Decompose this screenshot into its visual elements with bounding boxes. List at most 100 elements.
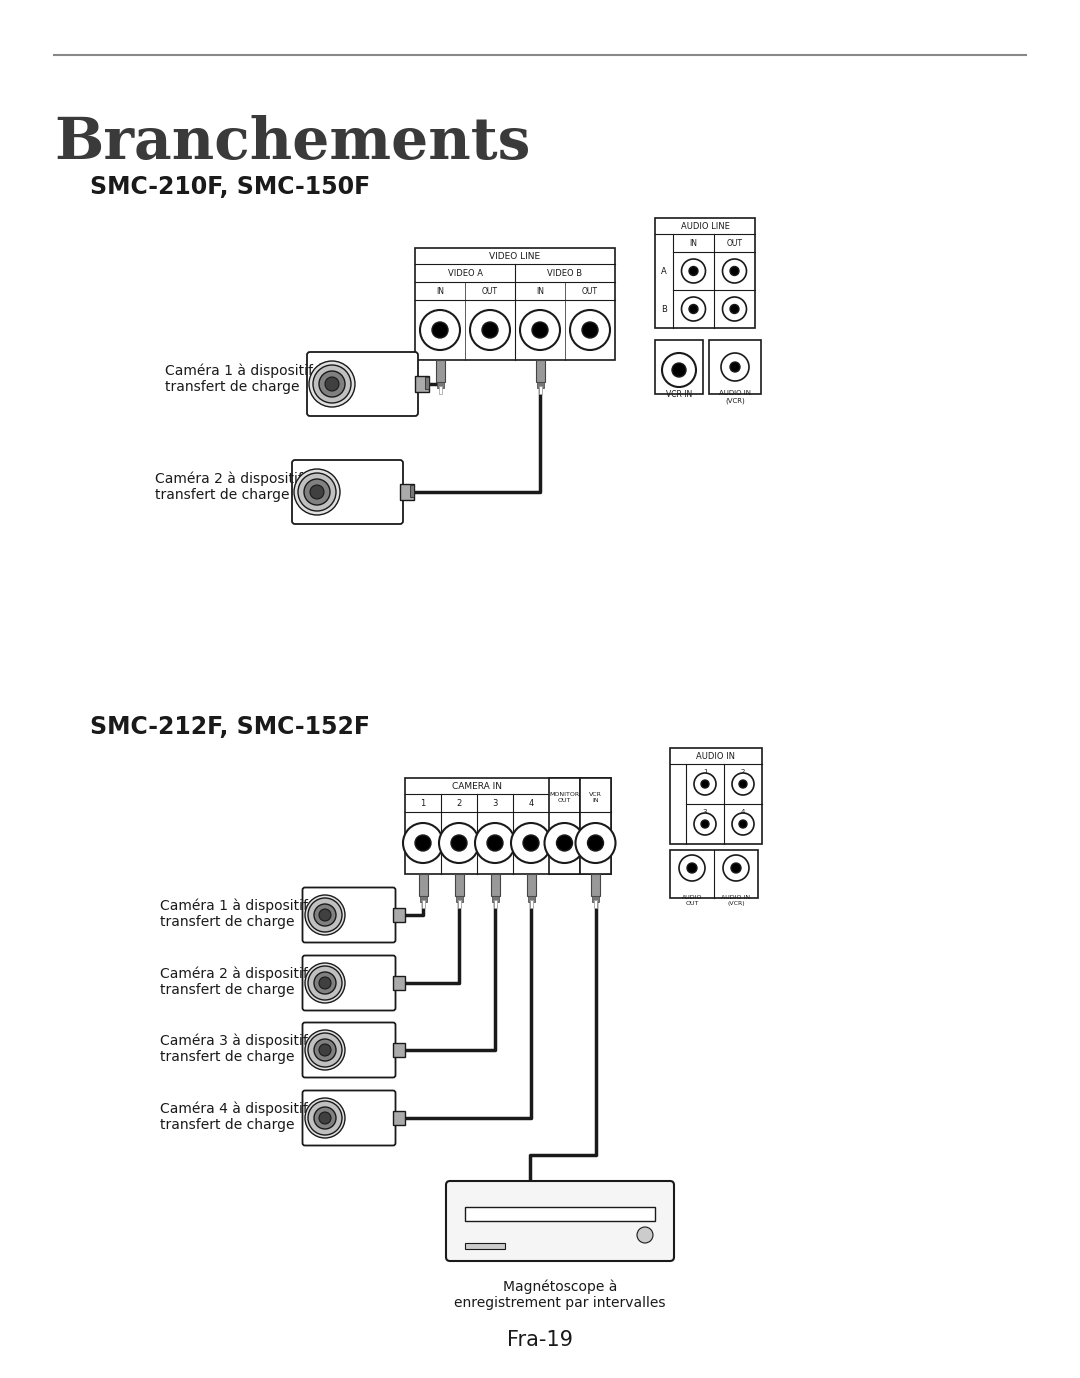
Bar — [527, 874, 536, 896]
Bar — [494, 900, 497, 908]
Circle shape — [305, 963, 345, 1003]
Text: Fra-19: Fra-19 — [507, 1330, 573, 1350]
Bar — [539, 386, 541, 394]
Circle shape — [723, 854, 750, 881]
Circle shape — [313, 365, 351, 402]
Bar — [465, 1207, 654, 1221]
Text: A: A — [661, 266, 666, 276]
FancyBboxPatch shape — [302, 955, 395, 1010]
Circle shape — [672, 362, 686, 378]
Circle shape — [314, 1039, 336, 1061]
Circle shape — [689, 305, 698, 314]
Bar — [654, 340, 703, 394]
Circle shape — [403, 823, 443, 863]
Circle shape — [731, 863, 741, 874]
Circle shape — [308, 898, 342, 932]
Bar — [491, 896, 499, 903]
Circle shape — [739, 820, 747, 828]
Bar — [405, 779, 611, 874]
Circle shape — [432, 322, 448, 338]
Text: Caméra 1 à dispositif à
transfert de charge: Caméra 1 à dispositif à transfert de cha… — [160, 898, 321, 929]
Bar — [490, 874, 499, 896]
Bar — [393, 976, 405, 989]
Circle shape — [689, 266, 698, 276]
Bar — [426, 378, 429, 389]
Bar — [529, 900, 532, 908]
Circle shape — [576, 823, 616, 863]
Text: IN: IN — [536, 287, 544, 295]
Text: 3: 3 — [492, 798, 498, 808]
Circle shape — [582, 322, 598, 338]
Text: AUDIO LINE: AUDIO LINE — [680, 222, 729, 230]
FancyBboxPatch shape — [446, 1181, 674, 1261]
Bar — [419, 896, 427, 903]
Circle shape — [305, 1098, 345, 1138]
Circle shape — [723, 259, 746, 282]
Circle shape — [637, 1226, 653, 1243]
Circle shape — [694, 773, 716, 795]
Text: OUT: OUT — [727, 238, 743, 248]
Text: IN: IN — [689, 238, 698, 248]
FancyBboxPatch shape — [307, 351, 418, 416]
Text: SMC-210F, SMC-150F: SMC-210F, SMC-150F — [90, 175, 370, 198]
Text: Magnétoscope à
enregistrement par intervalles: Magnétoscope à enregistrement par interv… — [455, 1279, 665, 1309]
Circle shape — [739, 780, 747, 788]
Bar — [654, 218, 755, 328]
Circle shape — [314, 971, 336, 994]
Circle shape — [314, 904, 336, 926]
Bar — [549, 779, 580, 874]
Bar — [421, 900, 424, 908]
Circle shape — [730, 305, 739, 314]
Circle shape — [570, 310, 610, 350]
Bar — [415, 248, 615, 360]
Text: OUT: OUT — [482, 287, 498, 295]
Bar — [591, 874, 600, 896]
FancyBboxPatch shape — [292, 460, 403, 524]
Text: 3: 3 — [703, 809, 707, 814]
Text: VIDEO LINE: VIDEO LINE — [489, 252, 541, 260]
Bar — [592, 896, 599, 903]
Circle shape — [544, 823, 584, 863]
Text: OUT: OUT — [582, 287, 598, 295]
Circle shape — [309, 361, 355, 407]
Bar — [415, 376, 429, 391]
Circle shape — [487, 835, 503, 852]
Circle shape — [308, 1034, 342, 1067]
Circle shape — [701, 780, 708, 788]
Text: 4: 4 — [741, 809, 745, 814]
Circle shape — [308, 1101, 342, 1135]
Circle shape — [519, 310, 561, 350]
Text: Branchements: Branchements — [54, 114, 530, 171]
Circle shape — [319, 977, 330, 989]
Text: AUDIO
OUT: AUDIO OUT — [681, 894, 702, 905]
Text: VCR IN: VCR IN — [666, 390, 692, 400]
Bar — [400, 484, 414, 500]
Circle shape — [532, 322, 548, 338]
Bar — [435, 360, 445, 382]
Text: Caméra 2 à dispositif à
transfert de charge: Caméra 2 à dispositif à transfert de cha… — [156, 471, 315, 502]
Text: VCR
IN: VCR IN — [589, 792, 602, 803]
Text: MONITOR
OUT: MONITOR OUT — [550, 792, 580, 803]
Text: SMC-212F, SMC-152F: SMC-212F, SMC-152F — [90, 715, 370, 739]
Bar — [465, 1243, 505, 1248]
Circle shape — [298, 473, 336, 511]
Bar — [393, 1111, 405, 1124]
Bar — [536, 360, 544, 382]
Text: VIDEO B: VIDEO B — [548, 269, 582, 277]
Text: 4: 4 — [528, 798, 534, 808]
Text: VIDEO A: VIDEO A — [447, 269, 483, 277]
Circle shape — [420, 310, 460, 350]
Circle shape — [319, 1045, 330, 1056]
Bar — [580, 779, 611, 874]
Circle shape — [451, 835, 467, 852]
Bar — [455, 874, 463, 896]
Circle shape — [732, 813, 754, 835]
Text: AUDIO IN: AUDIO IN — [697, 751, 735, 761]
Bar — [670, 850, 758, 898]
Circle shape — [475, 823, 515, 863]
Circle shape — [732, 773, 754, 795]
Circle shape — [415, 835, 431, 852]
Circle shape — [681, 259, 705, 282]
Circle shape — [681, 298, 705, 321]
Circle shape — [730, 362, 740, 372]
